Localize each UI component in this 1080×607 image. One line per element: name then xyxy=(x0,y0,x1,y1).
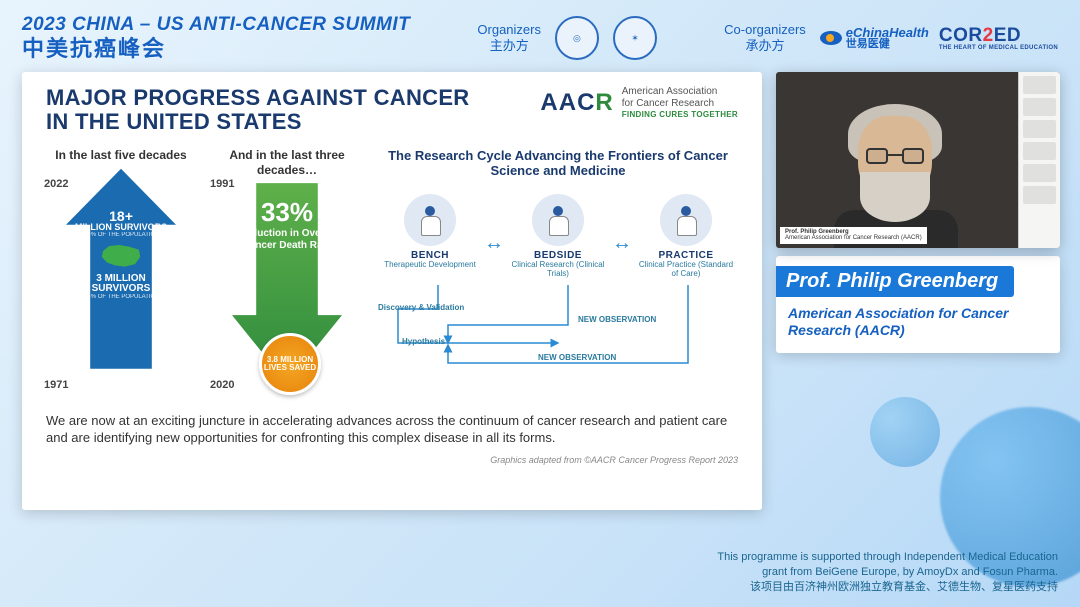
slide-footer-text: We are now at an exciting juncture in ac… xyxy=(46,413,738,447)
organizer-logo-1: ◎ xyxy=(555,16,599,60)
cycle-node-bedside: BEDSIDE Clinical Research (Clinical Tria… xyxy=(508,194,608,279)
slide-citation: Graphics adapted from ©AACR Cancer Progr… xyxy=(46,455,738,465)
patient-icon xyxy=(549,206,567,234)
organizer-logo-2: ✶ xyxy=(613,16,657,60)
presentation-slide: MAJOR PROGRESS AGAINST CANCER IN THE UNI… xyxy=(22,72,762,510)
speaker-video: Prof. Philip Greenberg American Associat… xyxy=(776,72,1060,248)
coorganizers-block: Co-organizers 承办方 eChinaHealth 世易医健 COR2… xyxy=(724,22,1058,53)
scientist-icon xyxy=(421,206,439,234)
cycle-flow-arrows: Discovery & Validation Hypothesis NEW OB… xyxy=(378,285,738,395)
aacr-logo-block: AACR American Association for Cancer Res… xyxy=(540,86,738,119)
infographic-survivors: In the last five decades 2022 1971 18+ M… xyxy=(46,148,196,395)
cycle-node-bench: BENCH Therapeutic Development xyxy=(380,194,480,270)
speaker-figure xyxy=(816,98,976,248)
double-arrow-icon: ↔ xyxy=(484,232,504,255)
eye-icon xyxy=(820,31,842,45)
organizers-block: Organizers 主办方 ◎ ✶ xyxy=(477,16,657,60)
infographic-death-rate: And in the last three decades… 1991 2020… xyxy=(212,148,362,395)
programme-footer: This programme is supported through Inde… xyxy=(717,550,1058,595)
arrow-up-icon: 18+ MILLION SURVIVORS (5.4% OF THE POPUL… xyxy=(66,169,176,369)
double-arrow-icon: ↔ xyxy=(612,232,632,255)
coorganizers-label: Co-organizers 承办方 xyxy=(724,22,806,53)
cycle-node-practice: PRACTICE Clinical Practice (Standard of … xyxy=(636,194,736,279)
speaker-affiliation: American Association for Cancer Research… xyxy=(788,305,1048,339)
summit-title-cn: 中美抗癌峰会 xyxy=(22,36,410,61)
decor-sphere-small xyxy=(870,397,940,467)
cor2ed-logo: COR2ED THE HEART OF MEDICAL EDUCATION xyxy=(939,26,1058,51)
us-map-icon xyxy=(101,244,141,268)
video-name-tag: Prof. Philip Greenberg American Associat… xyxy=(780,227,927,244)
speaker-name: Prof. Philip Greenberg xyxy=(776,266,1014,297)
doctor-icon xyxy=(677,206,695,234)
header: 2023 CHINA – US ANTI-CANCER SUMMIT 中美抗癌峰… xyxy=(0,0,1080,72)
slide-title: MAJOR PROGRESS AGAINST CANCER IN THE UNI… xyxy=(46,86,486,134)
organizers-label: Organizers 主办方 xyxy=(477,22,541,53)
lives-saved-badge: 3.8 MILLION LIVES SAVED xyxy=(259,333,321,395)
research-cycle-diagram: The Research Cycle Advancing the Frontie… xyxy=(378,148,738,395)
speaker-card: Prof. Philip Greenberg American Associat… xyxy=(776,256,1060,353)
summit-title: 2023 CHINA – US ANTI-CANCER SUMMIT 中美抗癌峰… xyxy=(22,14,410,61)
summit-title-en: 2023 CHINA – US ANTI-CANCER SUMMIT xyxy=(22,14,410,36)
video-sidebar xyxy=(1018,72,1060,248)
echinahealth-logo: eChinaHealth 世易医健 xyxy=(820,26,929,50)
